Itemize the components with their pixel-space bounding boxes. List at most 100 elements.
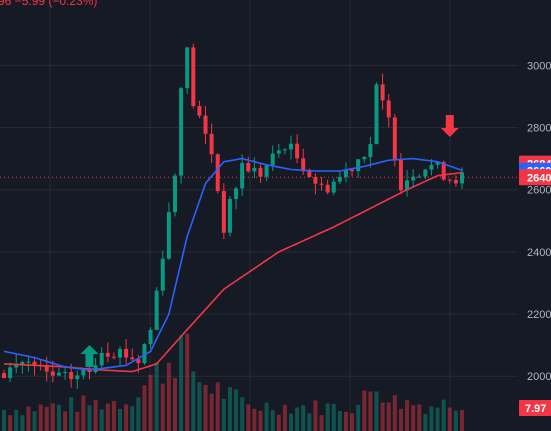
volume-bar — [124, 404, 129, 431]
volume-bar — [148, 374, 153, 431]
candle-body — [20, 361, 25, 365]
candle-body — [136, 359, 141, 364]
volume-bar — [362, 390, 367, 431]
candle-body — [301, 158, 306, 172]
candle-body — [75, 375, 80, 380]
candle-body — [81, 370, 86, 376]
candle-body — [227, 199, 232, 233]
candle-body — [307, 171, 312, 178]
candle-body — [368, 144, 373, 158]
candle-body — [56, 372, 61, 376]
volume-bar — [307, 413, 312, 431]
candle-body — [32, 361, 37, 365]
volume-bar — [20, 415, 25, 431]
volume-bar — [289, 413, 294, 431]
candle-body — [460, 172, 464, 184]
candle-body — [44, 365, 49, 372]
candle-body — [142, 344, 147, 364]
volume-bar — [81, 395, 86, 431]
volume-bar — [453, 410, 458, 431]
candle-body — [374, 84, 379, 145]
volume-bar — [44, 406, 49, 431]
volume-bar — [32, 411, 37, 431]
candle-body — [405, 180, 410, 191]
volume-bar — [160, 383, 165, 431]
volume-bar — [166, 362, 171, 431]
volume-bar — [319, 415, 324, 431]
volume-bar — [325, 403, 330, 431]
candle-body — [130, 357, 135, 360]
volume-bar — [26, 406, 31, 431]
volume-bar — [191, 371, 196, 431]
candle-body — [221, 191, 226, 233]
candle-body — [234, 188, 239, 200]
candle-body — [50, 371, 55, 376]
candle-body — [124, 348, 129, 358]
volume-bar — [460, 410, 464, 431]
volume-bar — [172, 377, 177, 431]
volume-bar — [2, 409, 6, 431]
volume-bar — [118, 408, 123, 431]
volume-bar — [87, 405, 92, 431]
volume-bar — [179, 335, 184, 431]
volume-bar — [380, 402, 385, 431]
volume-bar — [56, 404, 61, 431]
candle-body — [148, 329, 153, 345]
volume-bar — [392, 395, 397, 431]
volume-bar — [227, 387, 232, 431]
volume-bar — [105, 403, 110, 431]
candle-body — [258, 167, 263, 177]
candle-body — [185, 47, 190, 89]
candle-body — [282, 149, 287, 151]
candle-body — [99, 352, 104, 366]
volume-label-badge — [519, 400, 551, 416]
candle-body — [252, 167, 257, 172]
candle-body — [429, 164, 434, 170]
volume-bar — [429, 406, 434, 431]
volume-bar — [331, 403, 336, 431]
price-label-badge — [519, 169, 551, 186]
volume-bar — [276, 414, 281, 431]
volume-label: 7.97 — [525, 403, 546, 415]
volume-bar — [240, 397, 245, 431]
down-arrow-icon — [440, 115, 459, 137]
volume-bar — [337, 411, 342, 431]
volume-bar — [69, 397, 74, 431]
candle-body — [435, 162, 440, 165]
y-tick-label: 3000 — [527, 60, 551, 72]
ma-fast-line — [3, 157, 463, 371]
volume-bar — [209, 393, 214, 431]
volume-bar — [14, 409, 19, 431]
candle-body — [2, 373, 6, 379]
ma-slow-line — [3, 171, 463, 373]
candle-body — [453, 179, 458, 184]
volume-bar — [136, 397, 141, 431]
candle-body — [8, 367, 13, 379]
volume-bar — [343, 411, 348, 431]
candle-body — [313, 177, 318, 184]
candle-body — [411, 176, 416, 181]
volume-bar — [130, 406, 135, 431]
candle-body — [197, 106, 202, 116]
candle-body — [118, 348, 123, 358]
volume-bar — [417, 404, 422, 431]
volume-bar — [38, 404, 43, 431]
candle-body — [111, 356, 116, 358]
volume-bar — [203, 384, 208, 431]
volume-bar — [215, 382, 220, 431]
candle-body — [356, 159, 361, 172]
volume-bar — [185, 333, 190, 431]
candle-body — [289, 143, 294, 150]
candle-body — [447, 179, 452, 181]
volume-bar — [447, 407, 452, 431]
volume-bar — [99, 409, 104, 431]
candle-body — [319, 183, 324, 185]
candle-body — [166, 212, 171, 259]
candle-body — [350, 169, 355, 172]
candle-body — [276, 150, 281, 154]
candle-body — [191, 47, 196, 107]
candle-body — [398, 159, 403, 191]
volume-bar — [435, 407, 440, 431]
y-tick-label: 2600 — [527, 185, 551, 197]
